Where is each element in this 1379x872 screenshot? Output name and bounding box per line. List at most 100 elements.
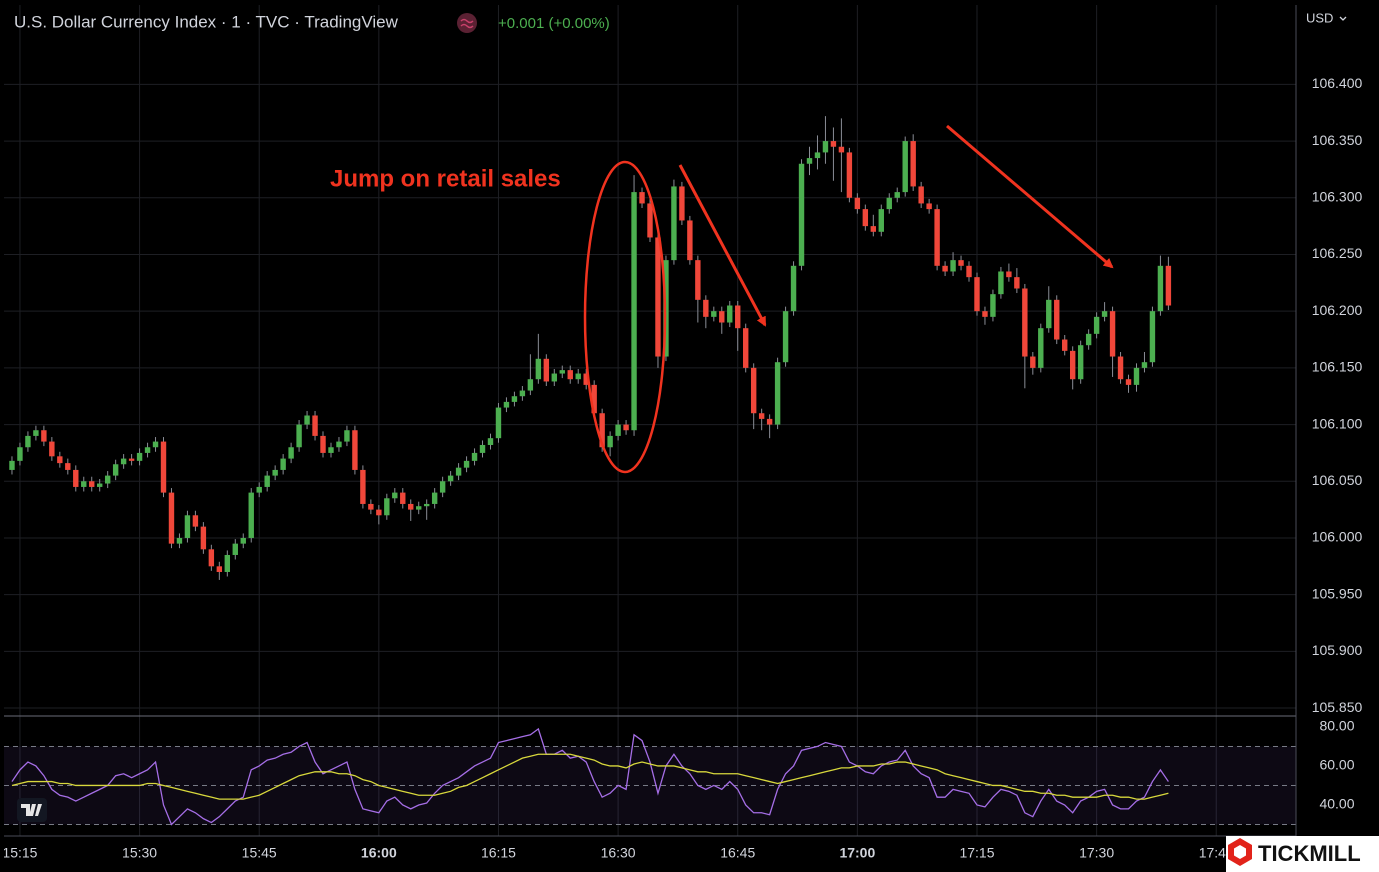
candle-body	[1085, 333, 1092, 346]
x-tick-label: 15:30	[122, 845, 157, 861]
candle-body	[719, 311, 725, 323]
candle-body	[926, 203, 932, 210]
candle-body	[408, 503, 414, 510]
x-tick-label: 17:30	[1079, 845, 1114, 861]
y-tick-label: 105.850	[1312, 699, 1363, 715]
candle-body	[288, 447, 294, 459]
watermark-text: TICKMILL	[1258, 841, 1361, 866]
candle-body	[256, 486, 262, 493]
candle-body	[1125, 379, 1132, 385]
y-tick-label: 106.000	[1312, 529, 1363, 545]
candle-body	[750, 367, 757, 414]
y-tick-label: 60.00	[1319, 757, 1354, 773]
candle-body	[639, 192, 645, 204]
candle-body	[447, 475, 454, 482]
y-tick-label: 106.150	[1312, 359, 1363, 375]
candle-body	[248, 492, 254, 538]
candle-body	[320, 435, 326, 453]
candle-body	[543, 358, 550, 382]
chart-title: U.S. Dollar Currency Index · 1 · TVC · T…	[14, 12, 399, 31]
candle-body	[1077, 345, 1084, 380]
y-tick-label: 106.050	[1312, 472, 1363, 488]
candle-body	[17, 447, 23, 461]
candle-body	[184, 515, 191, 538]
candle-body	[511, 396, 518, 402]
candle-body	[758, 413, 765, 419]
candle-body	[423, 503, 430, 507]
candle-body	[743, 328, 749, 368]
candle-body	[280, 458, 286, 470]
candle-body	[57, 456, 63, 464]
annotation-ellipse	[583, 160, 667, 474]
candle-body	[312, 415, 318, 436]
x-tick-label: 16:30	[601, 845, 636, 861]
candle-body	[160, 441, 167, 493]
candle-body	[392, 492, 398, 499]
candle-body	[1133, 367, 1140, 385]
x-tick-label: 17:15	[959, 845, 994, 861]
candle-body	[1141, 362, 1148, 368]
annotation-arrow	[946, 124, 1114, 269]
candle-body	[1109, 311, 1116, 357]
rsi-pane	[4, 727, 1296, 826]
candle-body	[918, 186, 924, 204]
annotation: Jump on retail sales	[330, 165, 561, 192]
candle-body	[687, 220, 693, 261]
x-tick-label: 15:45	[242, 845, 277, 861]
x-tick-label: 15:15	[2, 845, 37, 861]
rsi-line	[11, 753, 1169, 800]
candle-body	[128, 458, 135, 461]
candle-body	[838, 146, 845, 153]
candle-body	[136, 452, 143, 461]
candle-body	[695, 260, 701, 300]
candle-body	[97, 483, 103, 487]
candle-body	[647, 203, 653, 238]
candle-body	[144, 447, 151, 453]
candle-body	[519, 390, 526, 397]
candle-body	[224, 554, 231, 572]
y-axis: 105.850 105.900 105.950 106.000 106.050 106.1…	[1312, 75, 1363, 812]
candle-body	[216, 566, 223, 572]
candle-body	[89, 481, 95, 487]
candle-body	[998, 271, 1004, 295]
candle-body	[479, 444, 486, 453]
candle-body	[296, 424, 302, 448]
candle-body	[942, 265, 948, 272]
candle-body	[854, 197, 861, 210]
candle-body	[966, 265, 972, 278]
candle-body	[1030, 356, 1036, 368]
candle-body	[583, 373, 589, 385]
candle-body	[782, 311, 789, 363]
candle-body	[9, 460, 15, 470]
x-tick-label: 17:45	[1199, 845, 1234, 861]
candle-body	[152, 441, 159, 448]
candle-body	[168, 492, 175, 544]
candle-body	[240, 537, 246, 544]
watermark-logo: TICKMILL	[1226, 836, 1379, 872]
candle-body	[599, 413, 605, 448]
candle-body	[65, 463, 71, 470]
candle-body	[104, 475, 111, 484]
candle-body	[1069, 350, 1076, 380]
candle-body	[1038, 328, 1044, 368]
candle-body	[384, 498, 390, 516]
candle-body	[679, 186, 685, 221]
candle-body	[192, 515, 199, 527]
candle-body	[902, 141, 908, 193]
candle-body	[1062, 339, 1068, 351]
candle-body	[591, 384, 597, 414]
candle-body	[990, 294, 996, 317]
y-tick-label: 106.250	[1312, 245, 1363, 261]
candle-body	[1117, 356, 1124, 380]
candle-body	[814, 152, 821, 159]
candle-body	[1054, 299, 1060, 340]
candle-body	[798, 163, 805, 266]
candle-body	[774, 362, 781, 425]
currency-selector[interactable]: USD	[1306, 10, 1333, 25]
candle-body	[703, 299, 709, 317]
y-tick-label: 106.300	[1312, 188, 1363, 204]
x-tick-label: 16:15	[481, 845, 516, 861]
candle-body	[1149, 311, 1156, 363]
candle-body	[655, 237, 661, 357]
